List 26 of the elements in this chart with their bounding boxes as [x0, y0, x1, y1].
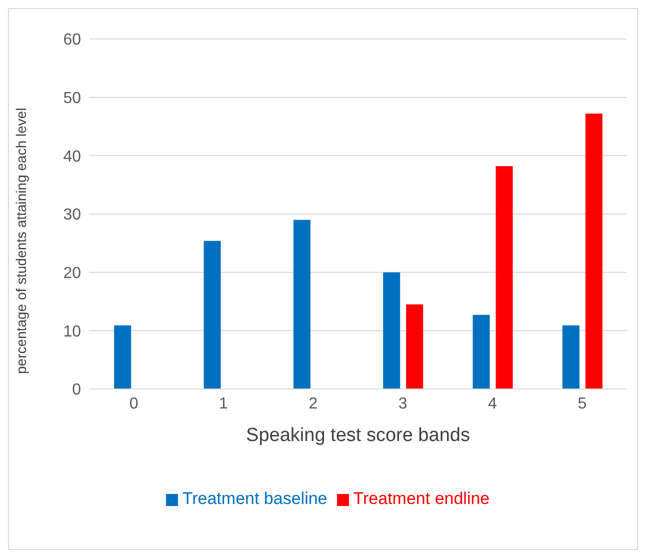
bar — [383, 272, 400, 389]
bar — [496, 166, 513, 389]
y-axis-title: percentage of students attaining each level — [12, 108, 29, 374]
x-tick-label: 5 — [578, 395, 587, 412]
y-tick-label: 10 — [63, 323, 82, 340]
bar — [293, 220, 310, 389]
bar — [472, 314, 490, 389]
bar — [406, 304, 424, 389]
legend-label: Treatment endline — [353, 489, 490, 508]
x-tick-label: 0 — [129, 395, 138, 412]
x-tick-label: 3 — [398, 395, 408, 412]
y-tick-label: 50 — [63, 90, 82, 108]
x-tick-label: 4 — [488, 395, 498, 412]
y-tick-label: 0 — [72, 382, 82, 399]
x-tick-label: 1 — [219, 395, 228, 412]
bar — [114, 325, 132, 389]
bar — [204, 240, 221, 389]
y-tick-label: 30 — [63, 206, 82, 224]
x-axis-title: Speaking test score bands — [246, 425, 470, 446]
legend-label: Treatment baseline — [182, 489, 328, 508]
x-tick-label: 2 — [308, 395, 318, 412]
bar — [585, 114, 602, 389]
y-tick-label: 60 — [63, 32, 82, 49]
y-tick-label: 20 — [63, 265, 82, 282]
y-tick-label: 40 — [63, 148, 82, 166]
bar — [562, 325, 580, 389]
